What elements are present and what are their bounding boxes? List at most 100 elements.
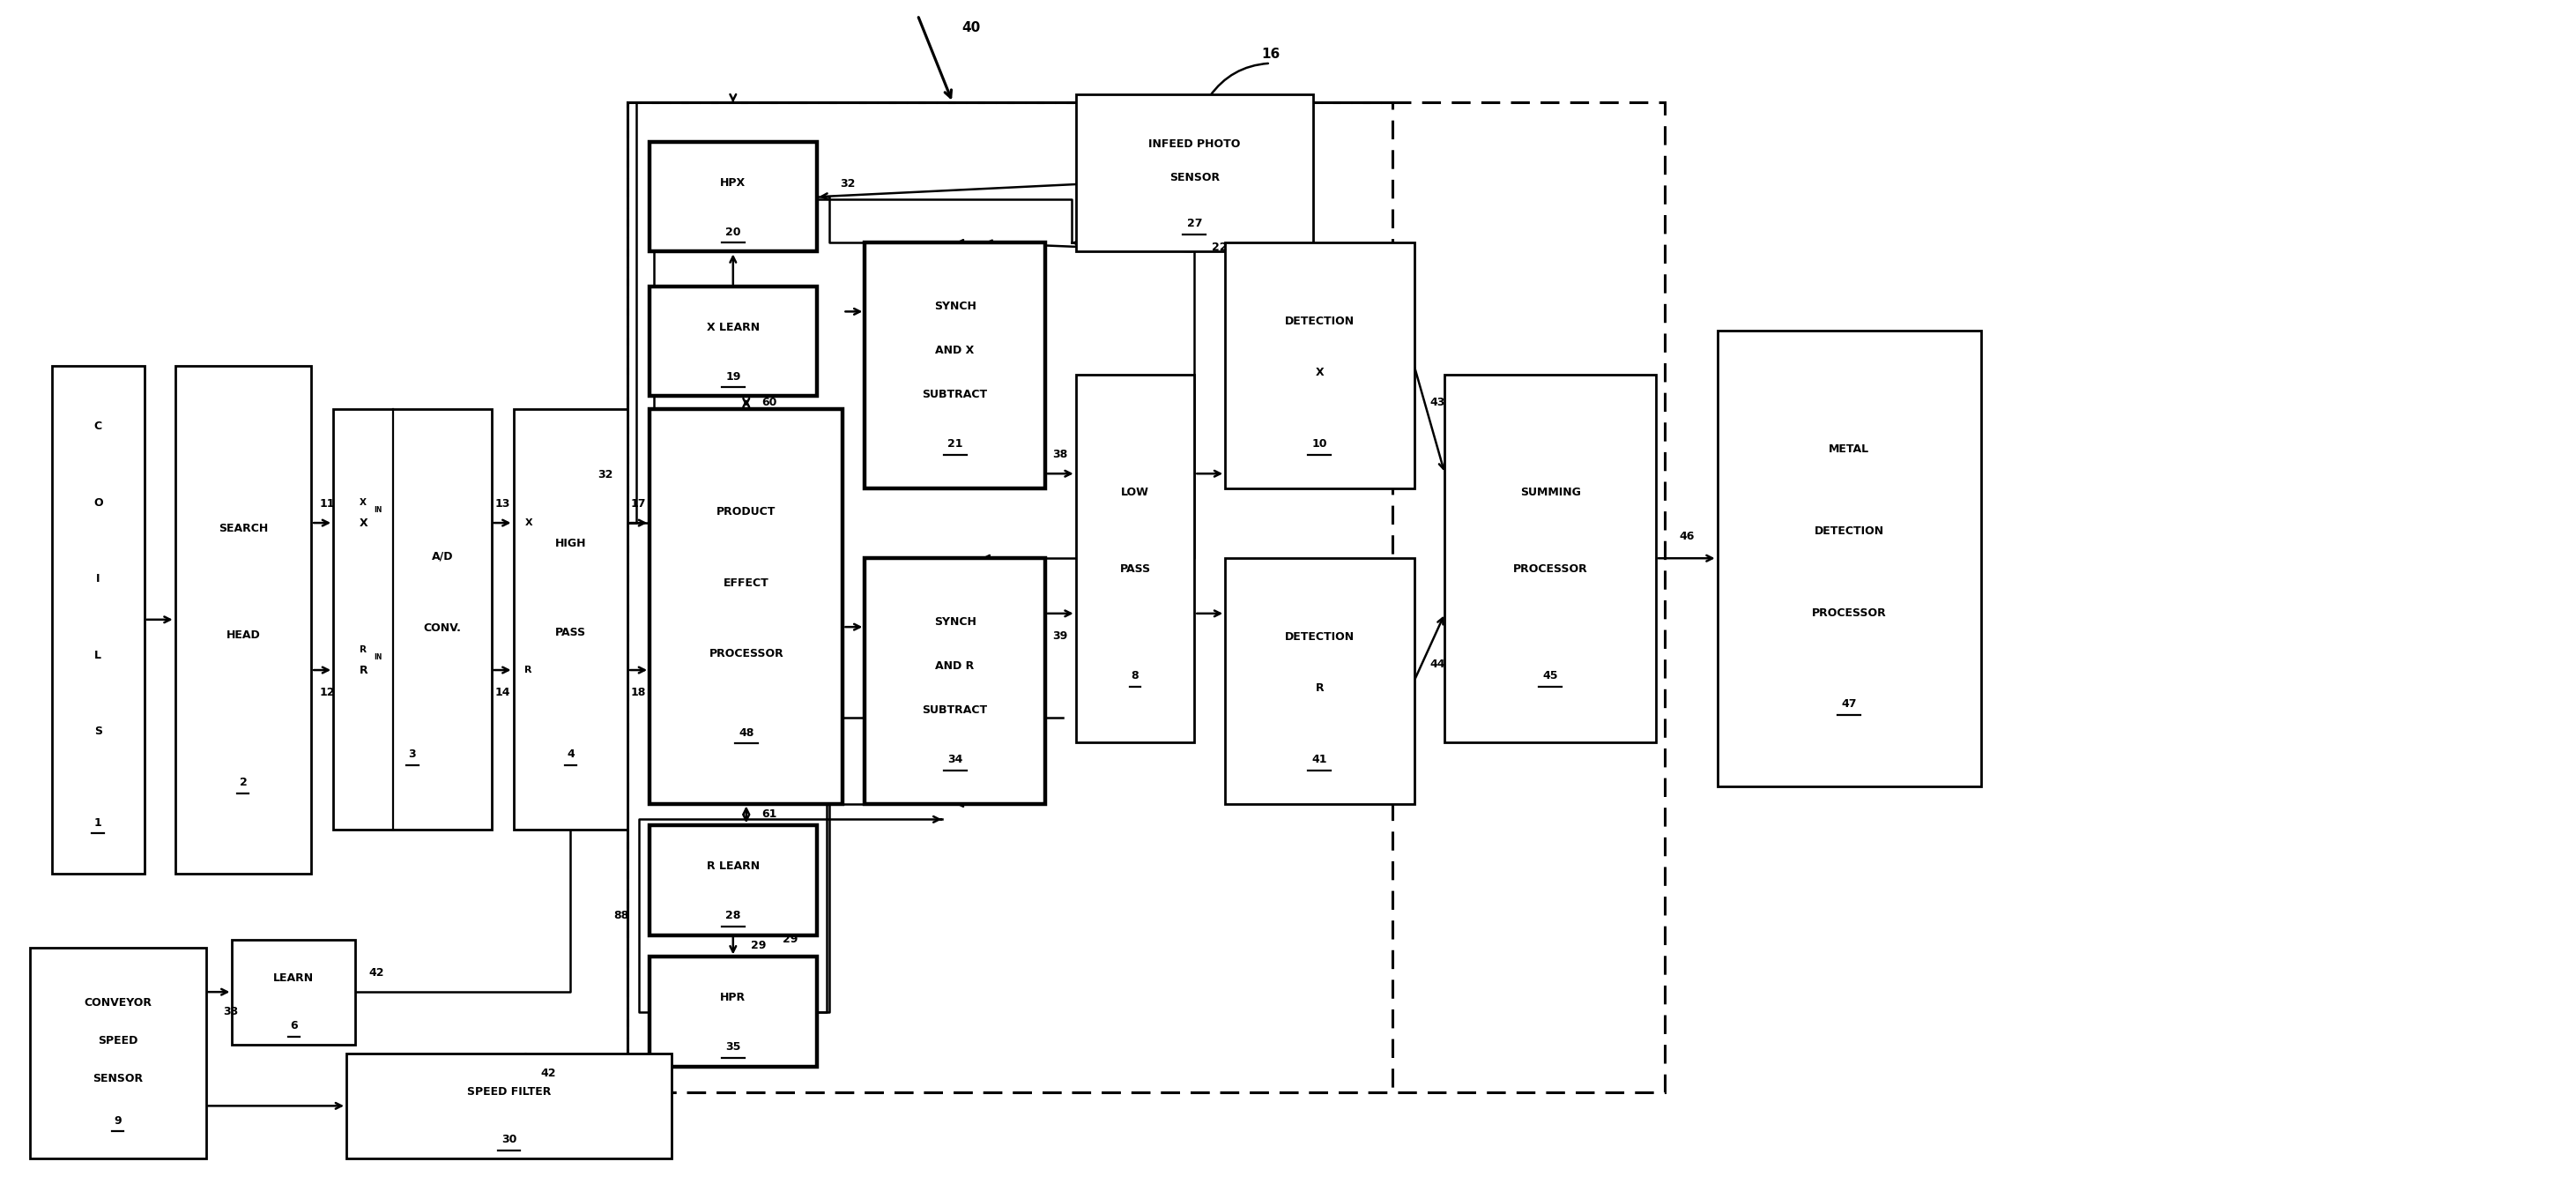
Text: SPEED FILTER: SPEED FILTER — [466, 1087, 551, 1098]
Text: 9: 9 — [113, 1115, 121, 1126]
Text: R LEARN: R LEARN — [706, 861, 760, 871]
Bar — [332, 410, 492, 830]
Text: EFFECT: EFFECT — [724, 577, 770, 588]
Text: SENSOR: SENSOR — [1170, 172, 1218, 184]
Text: SYNCH: SYNCH — [935, 301, 976, 313]
Text: R: R — [358, 664, 368, 676]
Bar — [649, 957, 817, 1067]
Text: SEARCH: SEARCH — [219, 522, 268, 534]
Text: DETECTION: DETECTION — [1285, 631, 1355, 643]
Bar — [649, 142, 817, 252]
Text: 29: 29 — [750, 940, 765, 952]
Text: X: X — [526, 519, 533, 527]
Bar — [1445, 374, 1656, 742]
Text: 16: 16 — [1262, 47, 1280, 62]
Text: 8: 8 — [1131, 670, 1139, 682]
Text: PRODUCT: PRODUCT — [716, 506, 775, 517]
Text: 47: 47 — [1842, 699, 1857, 709]
Bar — [1226, 243, 1414, 488]
Text: 46: 46 — [1680, 530, 1695, 542]
Text: 43: 43 — [1430, 397, 1445, 407]
Text: 6: 6 — [291, 1019, 296, 1031]
Text: 20: 20 — [726, 226, 742, 238]
Bar — [629, 103, 1664, 1093]
Text: 13: 13 — [495, 497, 510, 509]
Bar — [513, 410, 629, 830]
Bar — [629, 103, 1391, 1093]
Text: 29: 29 — [783, 934, 799, 945]
Bar — [175, 366, 312, 874]
Text: 18: 18 — [631, 687, 647, 699]
Bar — [649, 410, 842, 804]
Text: METAL: METAL — [1829, 443, 1870, 455]
Text: X: X — [361, 498, 366, 507]
Text: C: C — [95, 420, 103, 432]
Text: 10: 10 — [1311, 438, 1327, 450]
Text: SUMMING: SUMMING — [1520, 487, 1582, 497]
Text: 12: 12 — [319, 687, 335, 699]
Text: CONV.: CONV. — [422, 623, 461, 633]
Text: 42: 42 — [541, 1067, 556, 1079]
Text: PROCESSOR: PROCESSOR — [1811, 607, 1886, 619]
Text: SENSOR: SENSOR — [93, 1073, 144, 1085]
Bar — [232, 939, 355, 1044]
Text: X: X — [1316, 367, 1324, 379]
FancyArrowPatch shape — [1211, 64, 1267, 96]
Text: 48: 48 — [739, 727, 755, 739]
Bar — [649, 287, 817, 397]
Text: 40: 40 — [961, 21, 981, 34]
Text: L: L — [95, 650, 100, 661]
Text: INFEED PHOTO: INFEED PHOTO — [1149, 139, 1242, 150]
Text: O: O — [93, 497, 103, 508]
Text: X LEARN: X LEARN — [706, 322, 760, 333]
Text: 38: 38 — [1054, 449, 1069, 461]
Bar — [1077, 94, 1314, 252]
Text: 19: 19 — [726, 371, 742, 382]
Text: HIGH: HIGH — [554, 539, 587, 549]
Text: 42: 42 — [368, 967, 384, 978]
Text: R: R — [361, 645, 366, 655]
Text: HPR: HPR — [721, 992, 747, 1003]
Text: 22: 22 — [1211, 242, 1226, 253]
Text: 88: 88 — [613, 909, 629, 921]
Text: 30: 30 — [502, 1134, 518, 1145]
Text: 17: 17 — [631, 497, 647, 509]
Text: PASS: PASS — [1121, 564, 1151, 575]
Text: LEARN: LEARN — [273, 972, 314, 984]
Bar — [345, 1054, 672, 1158]
Text: SPEED: SPEED — [98, 1035, 139, 1047]
Text: LOW: LOW — [1121, 487, 1149, 497]
Text: R: R — [1316, 682, 1324, 694]
Text: 3: 3 — [410, 748, 417, 760]
Text: AND R: AND R — [935, 661, 974, 673]
Text: S: S — [95, 726, 103, 738]
Text: 61: 61 — [762, 809, 778, 821]
Bar — [52, 366, 144, 874]
Text: IN: IN — [374, 654, 381, 662]
Text: 32: 32 — [598, 469, 613, 481]
Text: CONVEYOR: CONVEYOR — [85, 997, 152, 1009]
Bar — [1718, 330, 1981, 786]
Text: SUBTRACT: SUBTRACT — [922, 390, 987, 400]
Text: 60: 60 — [762, 397, 778, 408]
Text: 11: 11 — [319, 497, 335, 509]
Text: DETECTION: DETECTION — [1814, 526, 1883, 536]
Text: SUBTRACT: SUBTRACT — [922, 704, 987, 716]
Text: 35: 35 — [726, 1041, 742, 1053]
Text: PROCESSOR: PROCESSOR — [1512, 564, 1587, 575]
Text: 1: 1 — [95, 817, 103, 829]
Text: 14: 14 — [495, 687, 510, 699]
Text: 27: 27 — [1188, 218, 1203, 229]
Text: 28: 28 — [726, 909, 742, 921]
Text: DETECTION: DETECTION — [1285, 316, 1355, 327]
Text: I: I — [95, 573, 100, 585]
Text: IN: IN — [374, 507, 381, 514]
Text: 41: 41 — [1311, 754, 1327, 765]
Bar — [649, 825, 817, 935]
Text: PASS: PASS — [554, 626, 585, 638]
Bar — [866, 243, 1046, 488]
Text: R: R — [526, 665, 533, 675]
Bar — [866, 559, 1046, 804]
Text: 4: 4 — [567, 748, 574, 760]
Text: 2: 2 — [240, 777, 247, 787]
